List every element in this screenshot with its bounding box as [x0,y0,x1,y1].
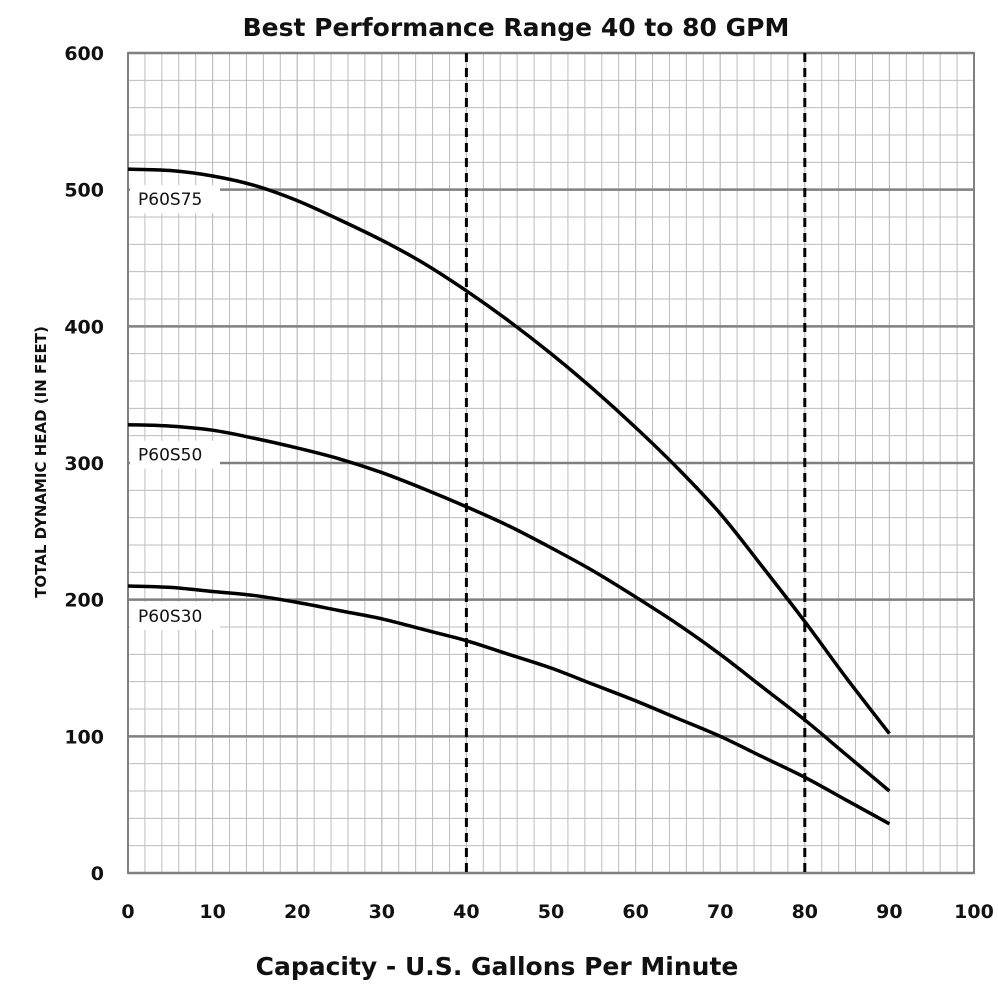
series-label-p60s30: P60S30 [138,607,202,627]
x-tick-label: 100 [954,901,994,923]
chart-title: Best Performance Range 40 to 80 GPM [243,13,790,42]
series-label-p60s75: P60S75 [138,190,202,210]
plot-area-border [127,52,975,874]
series-label-p60s50: P60S50 [138,446,202,466]
y-axis-label: TOTAL DYNAMIC HEAD (IN FEET) [32,326,50,598]
x-tick-label: 60 [622,901,648,923]
x-tick-label: 50 [538,901,564,923]
series-label-background [130,602,220,630]
y-tick-label: 500 [64,180,104,202]
major-gridlines [127,51,975,875]
curve-p60s75 [127,167,891,735]
series-label-background [130,440,220,469]
curve-p60s30 [127,584,891,826]
x-axis-label: Capacity - U.S. Gallons Per Minute [256,952,739,981]
series-labels: P60S75 P60S50 P60S30 [130,185,220,630]
x-tick-label: 0 [121,901,134,923]
x-tick-label: 30 [369,901,395,923]
y-tick-label: 200 [64,590,104,612]
y-tick-labels: 0 100 200 300 400 500 600 [64,43,104,885]
series-label-background [130,185,220,214]
x-tick-label: 70 [707,901,733,923]
x-tick-label: 10 [199,901,225,923]
x-tick-labels: 0 10 20 30 40 50 60 70 80 90 100 [121,901,993,923]
x-tick-label: 80 [792,901,818,923]
reference-lines [464,53,807,873]
y-tick-label: 100 [64,726,104,748]
x-tick-label: 90 [876,901,902,923]
y-tick-label: 0 [91,863,104,885]
pump-curves [127,167,891,826]
curve-p60s50 [127,422,891,793]
y-tick-label: 300 [64,453,104,475]
y-tick-label: 400 [64,316,104,338]
y-tick-label: 600 [64,43,104,65]
x-tick-label: 20 [284,901,310,923]
x-tick-label: 40 [453,901,479,923]
